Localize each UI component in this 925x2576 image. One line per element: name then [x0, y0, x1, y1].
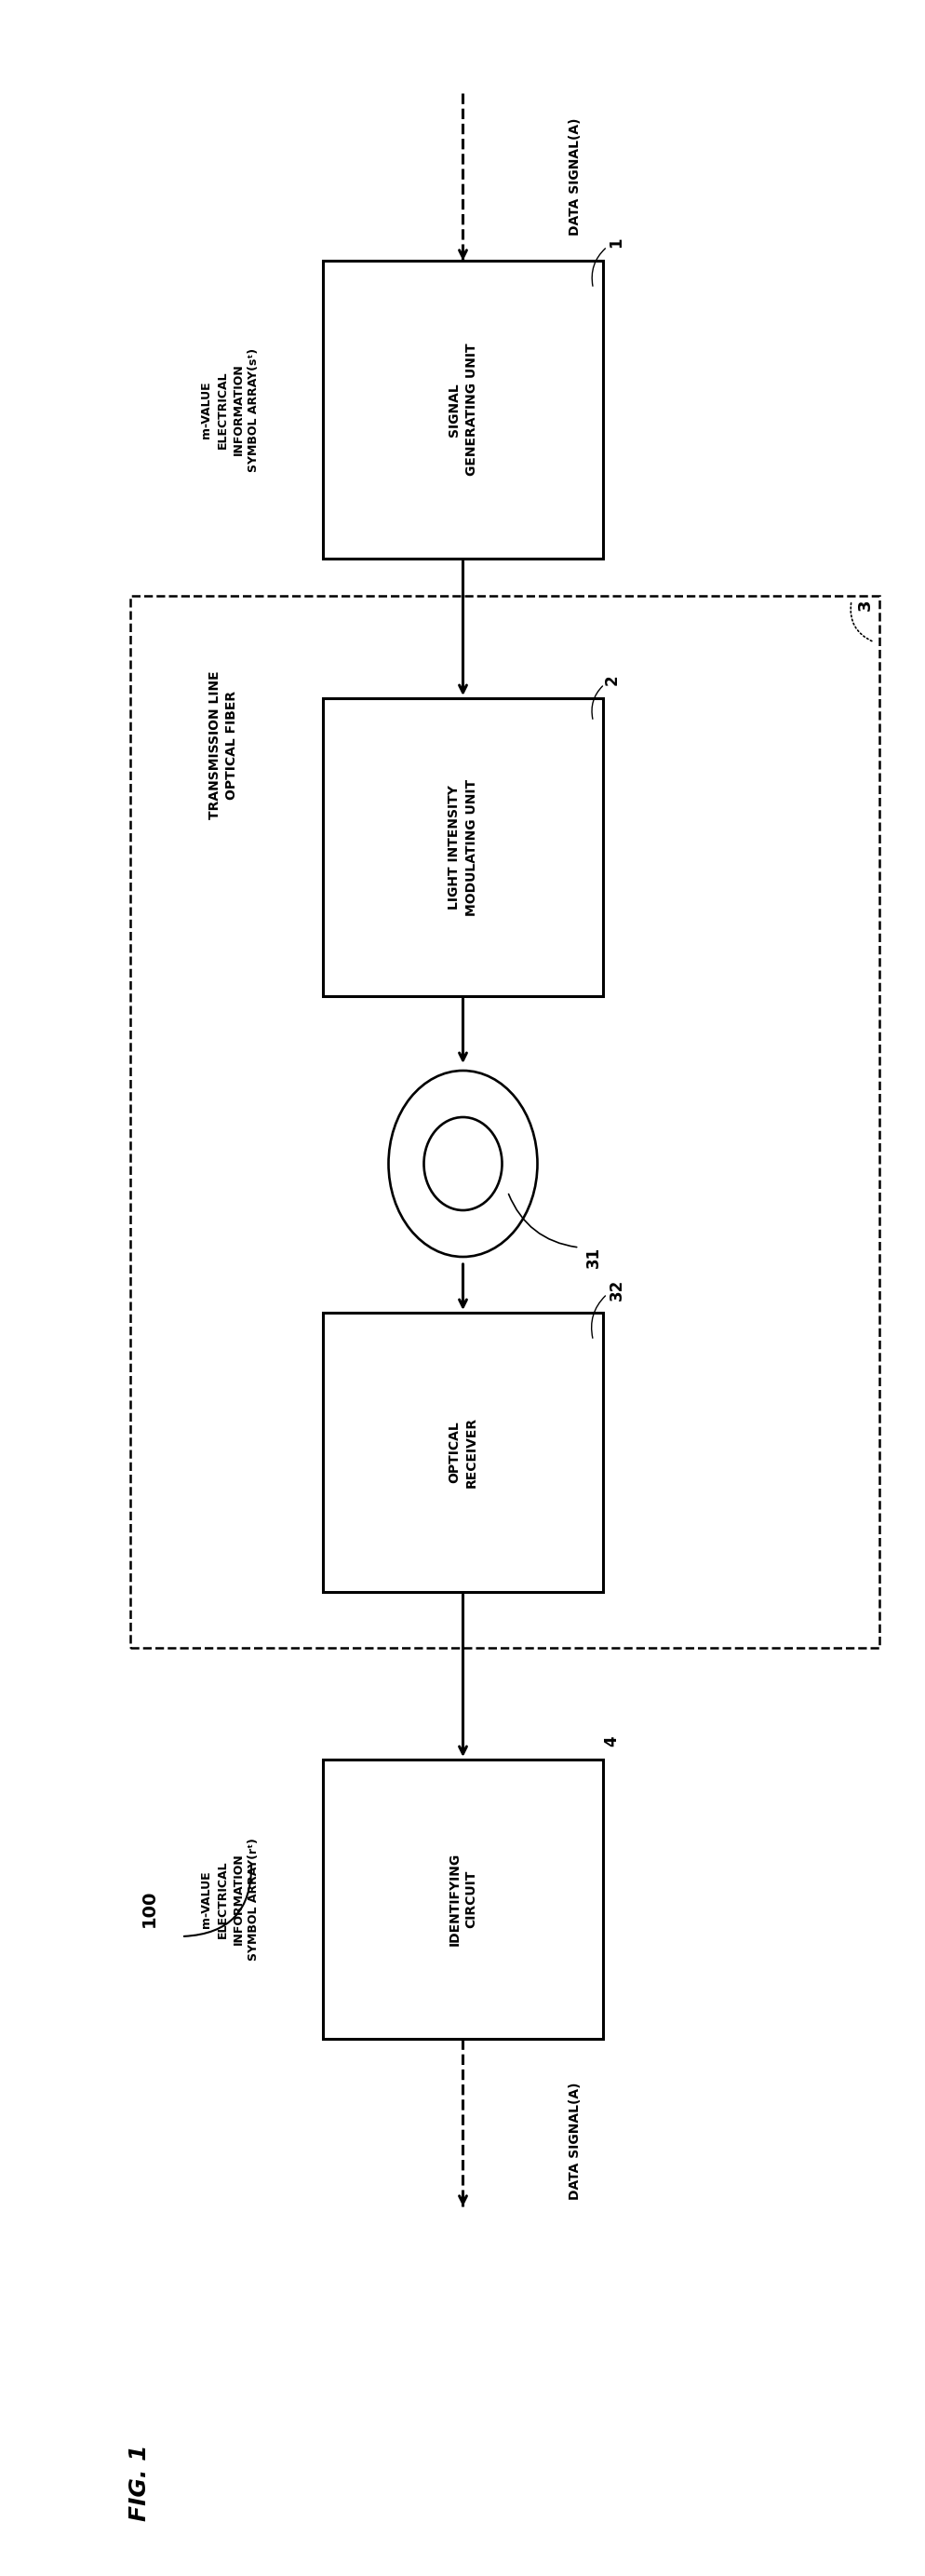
FancyArrowPatch shape — [850, 603, 871, 641]
Bar — [323, 260, 602, 559]
Text: LIGHT INTENSITY
MODULATING UNIT: LIGHT INTENSITY MODULATING UNIT — [448, 778, 477, 914]
FancyArrowPatch shape — [591, 685, 602, 719]
Text: 100: 100 — [140, 1891, 157, 1927]
Text: OPTICAL
RECEIVER: OPTICAL RECEIVER — [448, 1417, 477, 1489]
Ellipse shape — [424, 1118, 501, 1211]
Bar — [323, 698, 602, 997]
Bar — [323, 1314, 602, 1592]
Text: TRANSMISSION LINE
OPTICAL FIBER: TRANSMISSION LINE OPTICAL FIBER — [208, 670, 238, 819]
Text: 32: 32 — [608, 1278, 624, 1301]
Text: 31: 31 — [585, 1247, 601, 1267]
Text: DATA SIGNAL(A): DATA SIGNAL(A) — [568, 118, 581, 237]
Bar — [130, 595, 879, 1649]
FancyArrowPatch shape — [508, 1195, 576, 1247]
Text: 1: 1 — [608, 237, 624, 247]
FancyArrowPatch shape — [184, 1865, 251, 1937]
Text: 2: 2 — [603, 675, 620, 685]
Text: IDENTIFYING
CIRCUIT: IDENTIFYING CIRCUIT — [448, 1852, 477, 1945]
Text: SIGNAL
GENERATING UNIT: SIGNAL GENERATING UNIT — [448, 343, 477, 477]
FancyArrowPatch shape — [591, 247, 605, 286]
FancyArrowPatch shape — [591, 1296, 605, 1337]
Text: m-VALUE
ELECTRICAL
INFORMATION
SYMBOL ARRAY(sᵗ): m-VALUE ELECTRICAL INFORMATION SYMBOL AR… — [201, 348, 260, 471]
Text: FIG. 1: FIG. 1 — [129, 2445, 151, 2522]
Text: DATA SIGNAL(A): DATA SIGNAL(A) — [568, 2081, 581, 2200]
Ellipse shape — [388, 1072, 536, 1257]
Text: 3: 3 — [857, 600, 873, 611]
Bar — [323, 1759, 602, 2038]
Text: m-VALUE
ELECTRICAL
INFORMATION
SYMBOL ARRAY(rᵗ): m-VALUE ELECTRICAL INFORMATION SYMBOL AR… — [201, 1837, 260, 1960]
Text: 4: 4 — [603, 1736, 620, 1747]
